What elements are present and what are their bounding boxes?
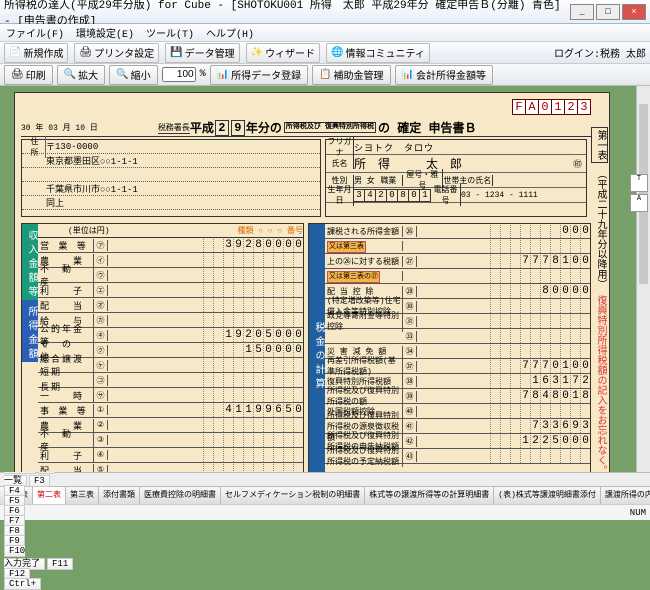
sheet-tab[interactable]: 医療費控除の明細書: [140, 487, 221, 504]
fkey[interactable]: F10入力完了: [4, 545, 45, 570]
address-block: 住 所〒 130-0000 東京都墨田区○○1-1-1 千葉県市川市○○1-1-…: [21, 139, 321, 217]
sheet-tab[interactable]: 株式等の譲渡所得等の計算明細書: [365, 487, 494, 504]
zoom-unit: %: [200, 69, 206, 80]
menubar: ファイル(F) 環境設定(E) ツール(T) ヘルプ(H): [0, 24, 650, 42]
left-column: 収入金額等 所得金額 (単位は円)種類 ○ ○ ○ 番号営 業 等㋐392800…: [21, 223, 304, 472]
income-group-label: 収入金額等: [22, 224, 38, 300]
calc-row[interactable]: 所得税及び復興特別所得税の予定納税額㊸: [325, 449, 590, 464]
income2-group-label: 所得金額: [22, 300, 38, 362]
fkey[interactable]: F11: [47, 558, 73, 570]
income-data-button[interactable]: 📊 所得データ登録: [210, 65, 308, 85]
tool-icon[interactable]: A: [630, 194, 648, 212]
statusbar: ESC業務メニューF1ヘルプF2一覧F3F4F5F6F7F8F9F10入力完了F…: [0, 504, 650, 520]
income2-row[interactable]: 事 業 等①41199650: [38, 403, 303, 418]
printer-settings-button[interactable]: 🖨 プリンタ設定: [74, 43, 159, 63]
toolbar-secondary: 🖨 印刷 🔍 拡大 🔍 縮小 % 📊 所得データ登録 📋 補助金管理 📊 会計所…: [0, 64, 650, 86]
right-column: 税金の計算 課税される所得金額㉖000又は第三表上の㉖に対する税額㉗777810…: [308, 223, 591, 472]
submit-date: 30 年 03 月 10 日: [21, 122, 98, 133]
print-button[interactable]: 🖨 印刷: [4, 65, 53, 85]
maximize-button[interactable]: □: [596, 4, 620, 20]
community-button[interactable]: 🌐 情報コミュニティ: [326, 43, 430, 63]
form-top: FA0123: [21, 97, 591, 117]
numlock-indicator: NUM: [630, 508, 646, 518]
app-window: 所得税の達人(平成29年分版) for Cube - [SHOTOKU001 所…: [0, 0, 650, 520]
zoom-in-button[interactable]: 🔍 拡大: [57, 65, 105, 85]
menu-tools[interactable]: ツール(T): [146, 25, 194, 41]
calc-row[interactable]: 政党等寄附金等特別控除㉛: [325, 314, 590, 329]
calc-row[interactable]: 上の㉖に対する税額㉗7778100: [325, 254, 590, 269]
close-button[interactable]: ×: [622, 4, 646, 20]
minimize-button[interactable]: _: [570, 4, 594, 20]
sheet-tab[interactable]: 譲渡所得の内訳書(土地・建物用): [601, 487, 650, 504]
tool-icon[interactable]: T: [630, 174, 648, 192]
window-controls: _ □ ×: [570, 4, 646, 20]
income-row[interactable]: 利 子㋓: [38, 283, 303, 298]
data-mgmt-button[interactable]: 💾 データ管理: [165, 43, 239, 63]
calc-row[interactable]: 再差引所得税額(基準所得税額)㊲7770100: [325, 359, 590, 374]
income2-row[interactable]: 配 当⑤: [38, 463, 303, 472]
form-right-label: 第一表 （平成二十九年分以降用） 復興特別所得税額の記入をお忘れなく。: [593, 121, 607, 472]
sheet-tab[interactable]: セルフメディケーション税制の明細書: [221, 487, 365, 504]
menu-help[interactable]: ヘルプ(H): [206, 25, 254, 41]
titlebar: 所得税の達人(平成29年分版) for Cube - [SHOTOKU001 所…: [0, 0, 650, 24]
new-button[interactable]: 📄 新規作成: [4, 43, 68, 63]
sheet-tab[interactable]: 添付書類: [99, 487, 140, 504]
tax-form: FA0123 30 年 03 月 10 日 税務署長 平成 29 年分の 所得税…: [14, 92, 610, 472]
income-row[interactable]: 配 当㋔: [38, 298, 303, 313]
income2-row[interactable]: 不 動 産③: [38, 433, 303, 448]
scrollbar-horizontal[interactable]: [0, 472, 650, 486]
menu-env[interactable]: 環境設定(E): [76, 25, 134, 41]
toolbar-primary: 📄 新規作成 🖨 プリンタ設定 💾 データ管理 ✨ ウィザード 🌐 情報コミュニ…: [0, 42, 650, 64]
sidebar-tools: T A: [630, 172, 650, 214]
form-main: 収入金額等 所得金額 (単位は円)種類 ○ ○ ○ 番号営 業 等㋐392800…: [21, 223, 591, 472]
tax-calc-label: 税金の計算: [309, 224, 325, 472]
scrollbar-vertical[interactable]: [636, 86, 650, 472]
fkey[interactable]: F3: [29, 475, 50, 487]
calc-row[interactable]: 課税される所得金額㉖000: [325, 224, 590, 239]
income-row[interactable]: 一 時㋚: [38, 388, 303, 403]
income-row[interactable]: 長期㋙: [38, 373, 303, 388]
form-header: 30 年 03 月 10 日 税務署長 平成 29 年分の 所得税及び 復興特別…: [21, 119, 591, 137]
form-year: 平成 29 年分の 所得税及び 復興特別所得税 の 確定 申告書Ｂ: [190, 119, 477, 136]
income-row[interactable]: 営 業 等㋐39280000: [38, 238, 303, 253]
tax-office-label: 税務署長: [158, 122, 190, 134]
calc-row[interactable]: 又は第三表: [325, 239, 590, 254]
zoom-input[interactable]: [162, 67, 196, 82]
zoom-out-button[interactable]: 🔍 縮小: [109, 65, 157, 85]
income2-row[interactable]: 利 子④: [38, 448, 303, 463]
login-label: ログイン:税務 太郎: [554, 45, 646, 61]
sheet-tabs: 第一表第二表第三表添付書類医療費控除の明細書セルフメディケーション税制の明細書株…: [0, 486, 650, 504]
form-code: FA0123: [513, 99, 591, 115]
menu-file[interactable]: ファイル(F): [6, 25, 64, 41]
accounting-button[interactable]: 📊 会計所得金額等: [395, 65, 493, 85]
wizard-button[interactable]: ✨ ウィザード: [246, 43, 320, 63]
calc-row[interactable]: 又は第三表の㉗: [325, 269, 590, 284]
sheet-tab[interactable]: (表)株式等譲渡明細書添付: [494, 487, 601, 504]
subsidy-button[interactable]: 📋 補助金管理: [312, 65, 390, 85]
workspace: FA0123 30 年 03 月 10 日 税務署長 平成 29 年分の 所得税…: [0, 86, 650, 472]
income-row[interactable]: 不 動 産㋒: [38, 268, 303, 283]
name-block: フリガナシヨトク タロウ 氏名所 得 太 郎㊞ 性別男 女 職業屋号・雅号世帯主…: [325, 139, 587, 217]
fkey[interactable]: Ctrl+: [4, 578, 41, 590]
calc-row[interactable]: 所得税及び復興特別所得税の額㊴7848018: [325, 389, 590, 404]
